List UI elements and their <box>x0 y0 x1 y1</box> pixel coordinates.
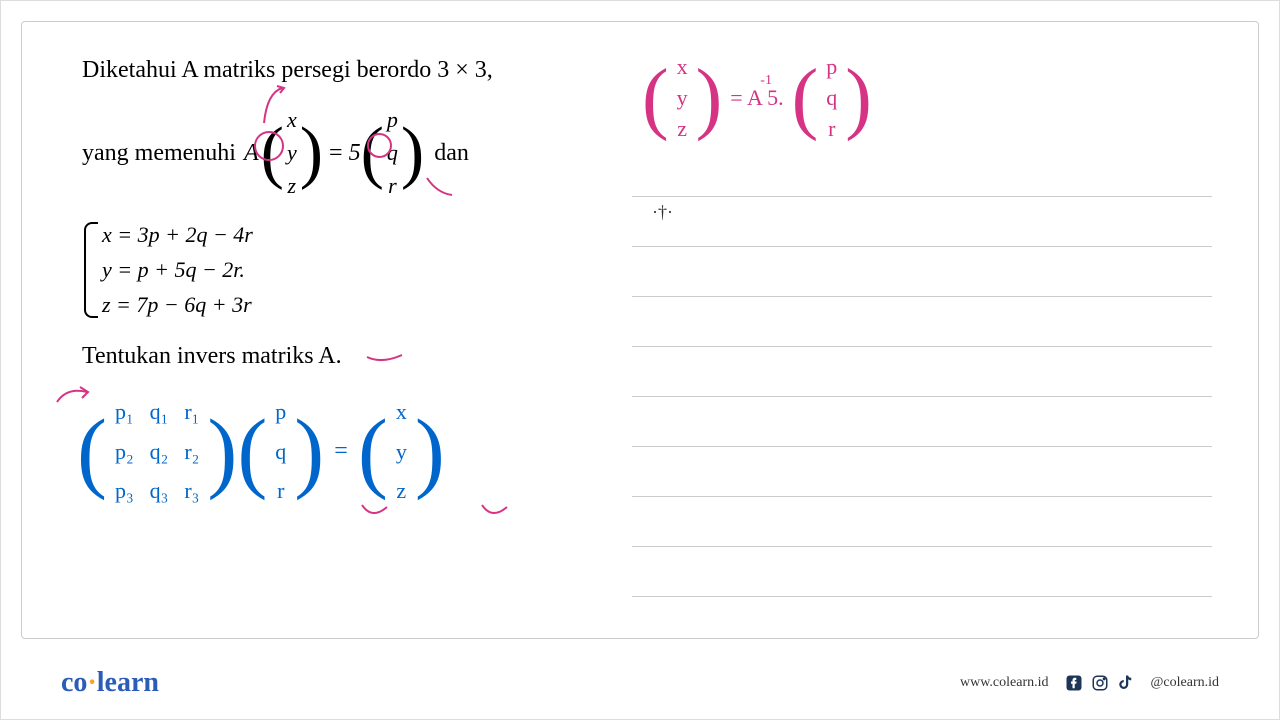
A-inverse-5: = A 5. -1 <box>730 85 783 111</box>
red-tick-1 <box>357 502 397 527</box>
problem-panel: Diketahui A matriks persegi berordo 3 × … <box>82 52 562 374</box>
ruled-line <box>632 347 1212 397</box>
problem-text: Diketahui A matriks persegi berordo 3 × … <box>82 52 562 374</box>
red-curve-r <box>422 173 462 203</box>
red-vec-xyz: ( x y z ) <box>642 52 722 144</box>
system-eq-2: y = p + 5q − 2r. <box>102 252 562 287</box>
ruled-line <box>632 247 1212 297</box>
scalar-5: 5 <box>349 135 361 171</box>
logo-co: co <box>61 667 87 698</box>
social-handle: @colearn.id <box>1151 675 1219 691</box>
ruled-line: ·†· <box>632 197 1212 247</box>
ruled-line <box>632 547 1212 597</box>
tiktok-icon <box>1116 673 1136 693</box>
logo-learn: learn <box>97 667 159 698</box>
ruled-line <box>632 497 1212 547</box>
footer: co·learn www.colearn.id @colearn.id <box>61 667 1219 699</box>
red-arrow-to-A <box>252 83 302 133</box>
colearn-logo: co·learn <box>61 667 159 699</box>
yang-memenuhi: yang memenuhi <box>82 135 236 171</box>
red-circle-5 <box>367 133 392 158</box>
red-circle-A <box>254 131 284 161</box>
equation-system: x = 3p + 2q − 4r y = p + 5q − 2r. z = 7p… <box>82 217 562 323</box>
blue-vec-xyz: ( x y z ) <box>358 392 445 511</box>
footer-right: www.colearn.id @colearn.id <box>960 673 1219 693</box>
content-area: Diketahui A matriks persegi berordo 3 × … <box>21 21 1259 639</box>
dan-label: dan <box>434 135 469 171</box>
logo-dot: · <box>87 667 96 698</box>
ruled-line <box>632 297 1212 347</box>
system-eq-1: x = 3p + 2q − 4r <box>102 217 562 252</box>
red-arrow-to-blue <box>52 382 92 412</box>
blue-vec-pqr: ( p q r ) <box>237 392 324 511</box>
ruled-lines: ·†· <box>632 147 1212 597</box>
facebook-icon <box>1064 673 1084 693</box>
system-eq-3: z = 7p − 6q + 3r <box>102 287 562 322</box>
ruled-line <box>632 447 1212 497</box>
red-inverse-equation: ( x y z ) = A 5. -1 ( p q r ) <box>642 52 1212 144</box>
social-icons <box>1064 673 1136 693</box>
instagram-icon <box>1090 673 1110 693</box>
red-tick-under-A <box>362 352 412 372</box>
blue-matrix-equation: ( p₁ p₂ p₃ q₁ q₂ q₃ r₁ r₂ r₃ ) <box>77 392 445 511</box>
red-vec-pqr: ( p q r ) <box>792 52 872 144</box>
equals-sign: = <box>334 438 348 465</box>
website-url: www.colearn.id <box>960 675 1049 691</box>
red-tick-2 <box>477 502 517 527</box>
work-panel: ( x y z ) = A 5. -1 ( p q r ) <box>642 52 1212 144</box>
main-equation: yang memenuhi A ( x y z ) = 5 ( <box>82 103 562 202</box>
question-line: Tentukan invers matriks A. <box>82 338 562 374</box>
ruled-line <box>632 397 1212 447</box>
ruled-line <box>632 147 1212 197</box>
blue-3x3-matrix: ( p₁ p₂ p₃ q₁ q₂ q₃ r₁ r₂ r₃ ) <box>77 392 237 511</box>
problem-line-1: Diketahui A matriks persegi berordo 3 × … <box>82 52 562 88</box>
cursor-mark: ·†· <box>652 202 673 223</box>
